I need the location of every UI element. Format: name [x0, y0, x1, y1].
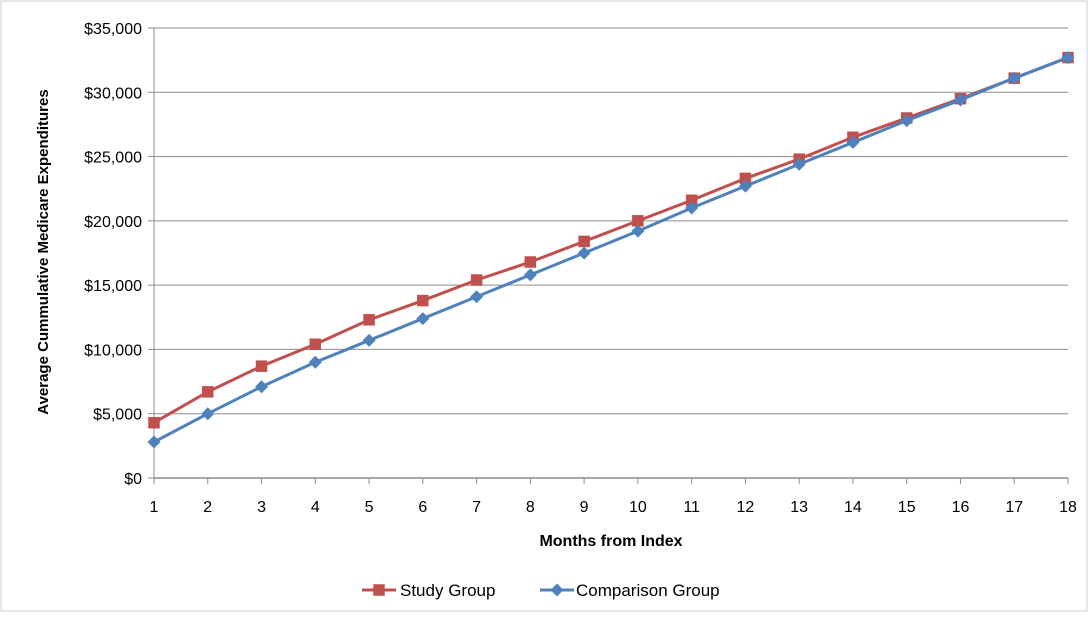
y-tick-label: $0 — [124, 471, 142, 488]
data-point — [738, 179, 752, 193]
x-tick-label: 1 — [150, 499, 159, 516]
data-point — [255, 380, 269, 394]
x-tick-label: 5 — [365, 499, 374, 516]
data-point — [953, 93, 967, 107]
legend-item: Comparison Group — [540, 581, 720, 600]
legend-marker — [550, 583, 564, 597]
x-tick-label: 12 — [737, 499, 755, 516]
x-tick-label: 6 — [418, 499, 427, 516]
x-tick-label: 18 — [1059, 499, 1077, 516]
data-point — [685, 201, 699, 215]
data-point — [1007, 71, 1021, 85]
data-point — [900, 114, 914, 128]
series-line — [153, 56, 1069, 425]
y-tick-label: $10,000 — [84, 342, 142, 359]
x-tick-label: 8 — [526, 499, 535, 516]
data-point — [201, 407, 215, 421]
data-point — [362, 333, 376, 347]
x-tick-label: 17 — [1005, 499, 1023, 516]
data-point — [255, 360, 268, 372]
data-point — [523, 268, 537, 282]
legend-label: Comparison Group — [576, 581, 720, 600]
data-point — [416, 312, 430, 326]
legend-marker — [373, 584, 385, 596]
data-point — [417, 294, 429, 307]
y-tick-label: $15,000 — [84, 278, 142, 295]
y-tick-label: $35,000 — [84, 21, 142, 38]
series-comparison-group — [147, 51, 1075, 449]
x-tick-label: 2 — [203, 499, 212, 516]
y-tick-label: $5,000 — [93, 407, 142, 424]
legend-label: Study Group — [400, 581, 495, 600]
legend: Study Group Comparison Group — [362, 581, 720, 600]
axis-labels: Months from Index Average Cummulative Me… — [35, 89, 683, 550]
data-point — [470, 290, 484, 304]
data-point — [1061, 51, 1075, 65]
x-tick-label: 7 — [472, 499, 481, 516]
data-point — [631, 224, 645, 238]
x-tick-label: 15 — [898, 499, 916, 516]
data-point — [308, 355, 322, 369]
x-tick-label: 14 — [844, 499, 862, 516]
series-lines — [147, 51, 1075, 449]
x-tick-label: 9 — [580, 499, 589, 516]
x-axis-title: Months from Index — [539, 533, 682, 550]
y-tick-label: $20,000 — [84, 214, 142, 231]
y-tick-label: $30,000 — [84, 85, 142, 102]
data-point — [202, 386, 214, 398]
x-tick-label: 10 — [629, 499, 647, 516]
x-tick-label: 16 — [952, 499, 970, 516]
data-point — [470, 274, 483, 286]
axes: $0 $5,000 $10,000 $15,000 $20,000 $25,000 $30,… — [84, 21, 1077, 516]
x-tick-label: 11 — [683, 499, 700, 516]
data-point — [363, 314, 375, 326]
series-line — [153, 56, 1069, 444]
data-point — [792, 157, 806, 171]
data-point — [577, 246, 591, 260]
data-point — [524, 256, 537, 268]
y-axis-title: Average Cummulative Medicare Expenditure… — [35, 89, 52, 414]
data-point — [578, 235, 590, 248]
data-point — [147, 435, 161, 449]
x-tick-label: 13 — [790, 499, 808, 516]
data-point — [846, 135, 860, 149]
legend-item: Study Group — [362, 581, 495, 600]
x-tick-label: 4 — [311, 499, 320, 516]
data-point — [309, 338, 322, 351]
data-point — [148, 416, 160, 429]
x-tick-label: 3 — [257, 499, 266, 516]
y-tick-label: $25,000 — [84, 150, 142, 167]
